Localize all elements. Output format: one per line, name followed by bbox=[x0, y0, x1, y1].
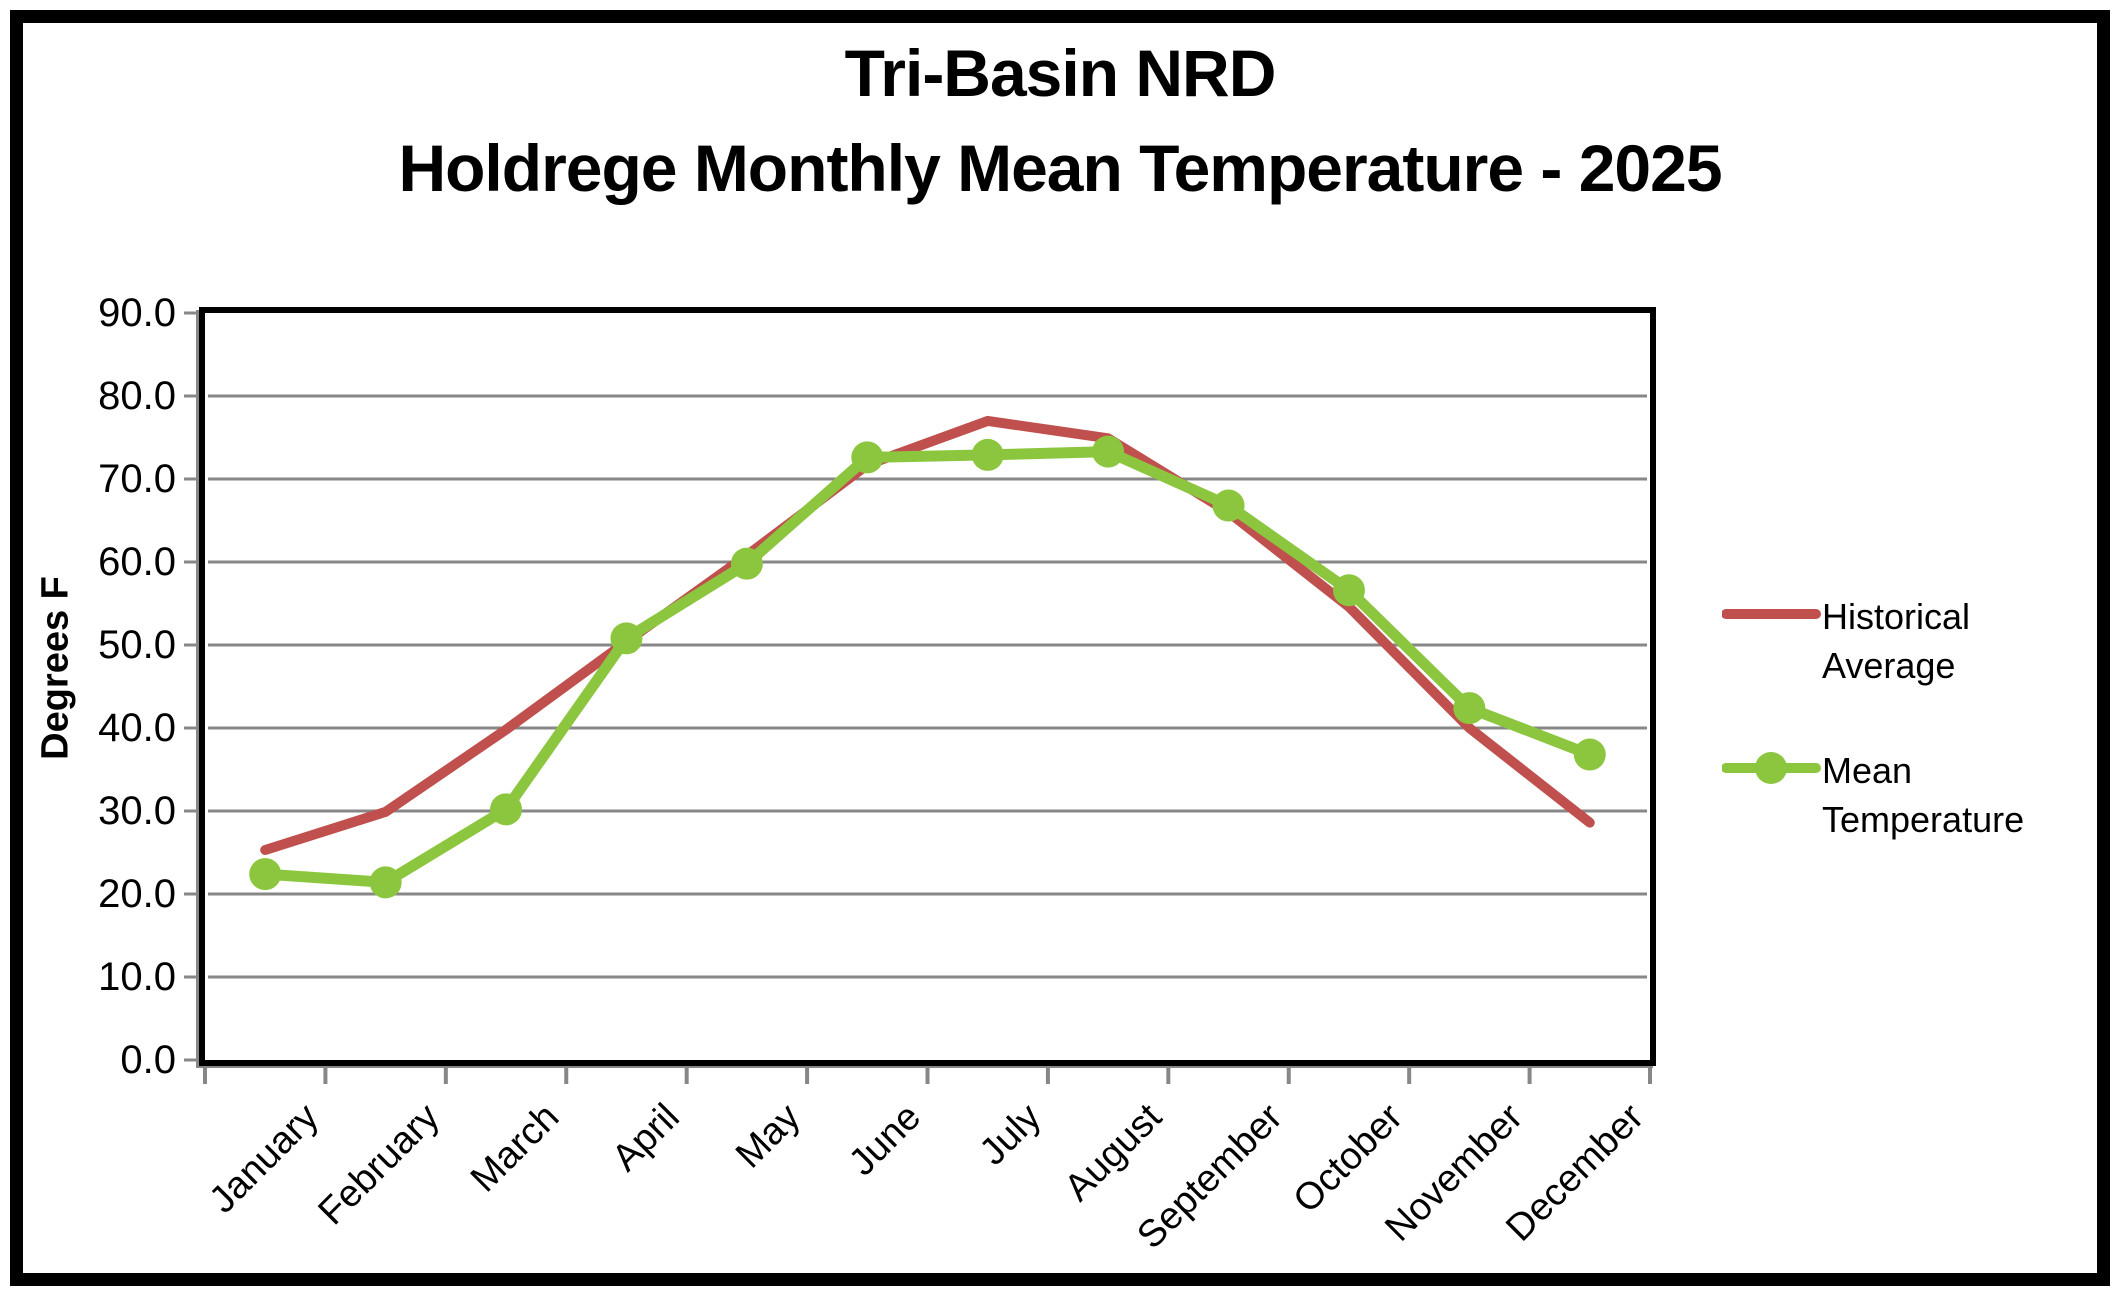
y-tick-label-80.0: 80.0 bbox=[98, 374, 176, 418]
marker-september bbox=[1212, 489, 1245, 522]
y-tick-label-0.0: 0.0 bbox=[120, 1038, 176, 1082]
marker-february bbox=[369, 866, 402, 899]
y-tick-label-60.0: 60.0 bbox=[98, 540, 176, 584]
legend-item-historical-average: Historical Average bbox=[1722, 592, 2042, 690]
legend: Historical Average Mean Temperature bbox=[1722, 592, 2042, 900]
mean-temperature-line-marker-swatch-icon bbox=[1722, 752, 1821, 784]
marker-march bbox=[490, 793, 523, 826]
marker-july bbox=[971, 438, 1004, 471]
legend-swatch-marker-1 bbox=[1755, 752, 1787, 784]
series-line-historical-average bbox=[260, 415, 1595, 856]
marker-april bbox=[610, 622, 643, 655]
y-tick-label-40.0: 40.0 bbox=[98, 706, 176, 750]
y-tick-label-30.0: 30.0 bbox=[98, 789, 176, 833]
chart-title-line1: Tri-Basin NRD bbox=[844, 36, 1277, 110]
legend-label-mean-temperature: Mean Temperature bbox=[1822, 750, 2025, 840]
marker-november bbox=[1453, 692, 1486, 725]
marker-december bbox=[1573, 738, 1606, 771]
plot-border bbox=[199, 307, 1656, 1066]
y-tick-label-20.0: 20.0 bbox=[98, 872, 176, 916]
legend-item-mean-temperature: Mean Temperature bbox=[1722, 746, 2042, 844]
y-tick-label-70.0: 70.0 bbox=[98, 457, 176, 501]
marker-october bbox=[1332, 574, 1365, 607]
marker-august bbox=[1092, 435, 1125, 468]
series-line-mean-temperature bbox=[259, 446, 1596, 888]
marker-january bbox=[249, 858, 282, 891]
legend-label-historical-average: Historical Average bbox=[1822, 596, 1971, 686]
y-tick-label-50.0: 50.0 bbox=[98, 623, 176, 667]
chart-title-line2: Holdrege Monthly Mean Temperature - 2025 bbox=[398, 131, 1722, 205]
marker-may bbox=[730, 547, 763, 580]
y-tick-label-10.0: 10.0 bbox=[98, 955, 176, 999]
marker-june bbox=[851, 441, 884, 474]
chart-title: Tri-Basin NRD Holdrege Monthly Mean Temp… bbox=[0, 26, 2120, 216]
historical-average-line-swatch-icon bbox=[1722, 609, 1821, 619]
y-tick-label-90.0: 90.0 bbox=[98, 291, 176, 335]
